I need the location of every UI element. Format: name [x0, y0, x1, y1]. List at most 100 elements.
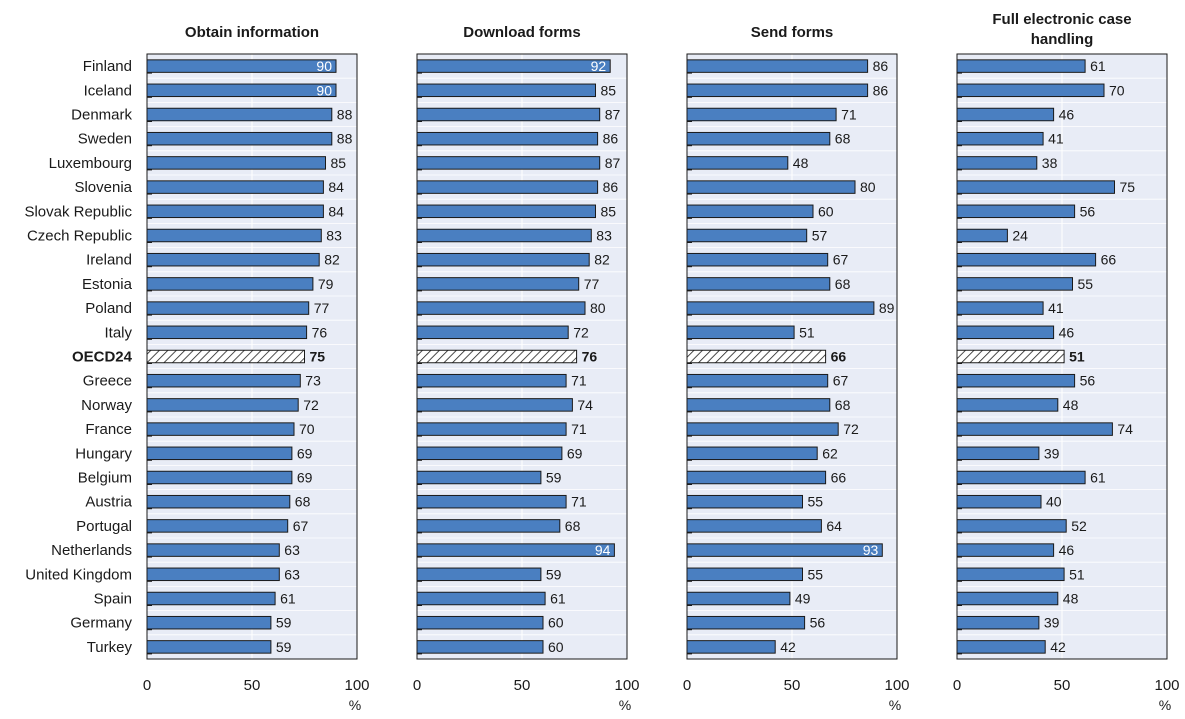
data-label: 60	[818, 203, 834, 219]
bar	[147, 495, 290, 508]
x-tick-label: 50	[1054, 677, 1071, 694]
data-label: 66	[831, 349, 847, 365]
bar	[687, 471, 826, 484]
bar	[687, 84, 868, 97]
bar	[687, 108, 836, 121]
data-label: 63	[284, 566, 300, 582]
bar	[687, 302, 874, 315]
bar	[417, 253, 589, 266]
bar	[417, 447, 562, 460]
x-tick-label: 50	[244, 677, 261, 694]
category-label: United Kingdom	[25, 566, 132, 583]
data-label: 56	[810, 615, 826, 631]
bar	[417, 495, 566, 508]
data-label: 87	[605, 107, 621, 123]
data-label: 56	[1080, 373, 1096, 389]
bar	[417, 568, 541, 581]
highlight-bar	[687, 350, 826, 363]
bar	[417, 157, 600, 170]
bar	[687, 544, 882, 557]
bar	[957, 592, 1058, 605]
data-label: 59	[276, 639, 292, 655]
data-label: 83	[596, 228, 612, 244]
data-label: 77	[584, 276, 600, 292]
data-label: 48	[793, 155, 809, 171]
data-label: 86	[603, 179, 619, 195]
data-label: 74	[1117, 421, 1133, 437]
bar	[957, 132, 1043, 145]
data-label: 93	[863, 542, 879, 558]
bar	[957, 229, 1007, 242]
data-label: 61	[280, 591, 296, 607]
data-label: 72	[573, 324, 589, 340]
bar	[417, 616, 543, 629]
bar	[957, 108, 1054, 121]
bar	[957, 374, 1075, 387]
data-label: 75	[310, 349, 326, 365]
data-label: 85	[331, 155, 347, 171]
bar	[687, 495, 803, 508]
category-label: Portugal	[76, 518, 132, 535]
bar	[957, 302, 1043, 315]
x-tick-label: 0	[953, 677, 961, 694]
bar	[147, 544, 279, 557]
data-label: 86	[873, 82, 889, 98]
category-label: Slovak Republic	[24, 203, 132, 220]
bar	[417, 641, 543, 654]
data-label: 55	[1078, 276, 1094, 292]
data-label: 69	[297, 445, 313, 461]
category-label: Estonia	[82, 276, 133, 293]
data-label: 86	[603, 131, 619, 147]
category-label: Finland	[83, 58, 132, 75]
data-label: 71	[571, 421, 587, 437]
bar	[417, 229, 591, 242]
panel-title: handling	[1031, 31, 1094, 48]
bar	[957, 423, 1112, 436]
x-tick-label: 0	[683, 677, 691, 694]
data-label: 61	[1090, 58, 1106, 74]
data-label: 90	[316, 58, 332, 74]
data-label: 57	[812, 228, 828, 244]
bar	[147, 302, 309, 315]
data-label: 88	[337, 131, 353, 147]
x-unit-label: %	[349, 697, 361, 713]
bar	[417, 205, 596, 218]
data-label: 90	[316, 82, 332, 98]
bar	[417, 544, 614, 557]
data-label: 79	[318, 276, 334, 292]
category-label: Slovenia	[74, 179, 132, 196]
bar	[687, 181, 855, 194]
bar	[417, 326, 568, 339]
bar	[957, 84, 1104, 97]
x-tick-label: 0	[413, 677, 421, 694]
data-label: 77	[314, 300, 330, 316]
data-label: 71	[571, 494, 587, 510]
data-label: 84	[328, 179, 344, 195]
x-tick-label: 100	[344, 677, 369, 694]
bar	[417, 423, 566, 436]
bar	[417, 132, 598, 145]
bar	[147, 157, 326, 170]
bar	[147, 520, 288, 533]
data-label: 55	[808, 566, 824, 582]
data-label: 51	[1069, 566, 1085, 582]
bar	[957, 157, 1037, 170]
category-label: Austria	[85, 494, 132, 511]
data-label: 88	[337, 107, 353, 123]
bar	[687, 520, 821, 533]
x-unit-label: %	[1159, 697, 1171, 713]
data-label: 39	[1044, 615, 1060, 631]
x-unit-label: %	[619, 697, 631, 713]
data-label: 51	[799, 324, 815, 340]
data-label: 68	[835, 131, 851, 147]
bar	[957, 205, 1075, 218]
bar	[957, 399, 1058, 412]
bar	[687, 568, 803, 581]
data-label: 67	[833, 252, 849, 268]
category-label: Belgium	[78, 470, 132, 487]
bar	[687, 253, 828, 266]
category-label: Denmark	[71, 107, 132, 124]
data-label: 41	[1048, 300, 1064, 316]
